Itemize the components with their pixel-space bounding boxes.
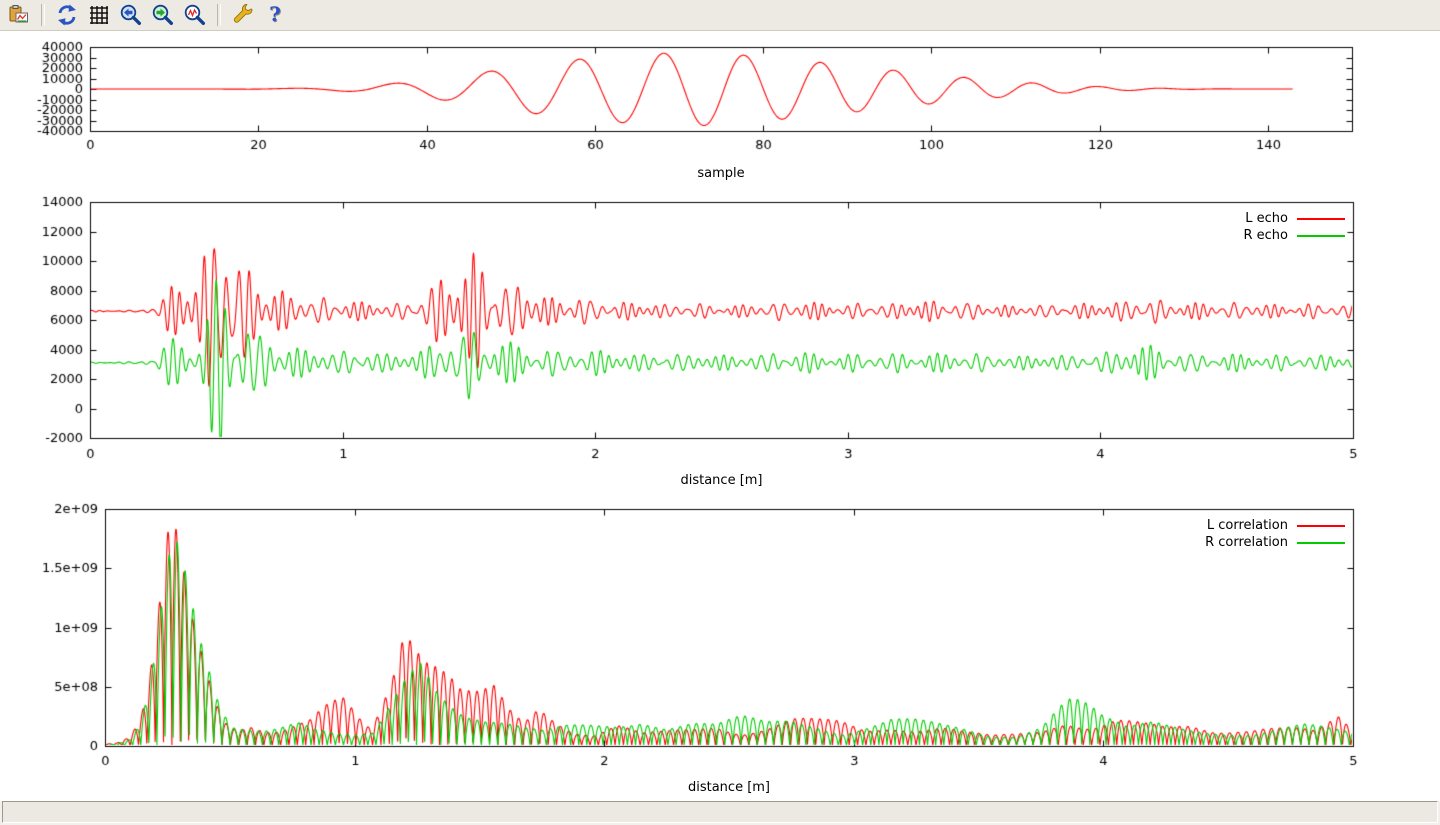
wrench-icon xyxy=(233,4,253,23)
chirp-plot-canvas[interactable] xyxy=(0,32,1440,185)
question-mark-icon: ? ? xyxy=(269,3,282,27)
zoom-next-button[interactable] xyxy=(150,2,176,28)
x-axis-label-sample: sample xyxy=(697,166,745,181)
copy-to-clipboard-button[interactable] xyxy=(6,2,32,28)
legend-item-r-correlation: R correlation xyxy=(1205,534,1345,551)
legend-echo: L echo R echo xyxy=(1243,210,1345,244)
svg-text:?: ? xyxy=(270,3,282,27)
magnifier-left-arrow-icon xyxy=(120,4,141,25)
autoscale-button[interactable] xyxy=(182,2,208,28)
correlation-plot-canvas[interactable] xyxy=(0,495,1440,800)
configure-button[interactable] xyxy=(230,2,256,28)
legend-label: L correlation xyxy=(1206,518,1288,533)
replot-button[interactable] xyxy=(54,2,80,28)
legend-correlation: L correlation R correlation xyxy=(1205,517,1345,551)
status-bar xyxy=(2,801,1438,823)
x-axis-label-echo-distance: distance [m] xyxy=(680,473,763,488)
help-button[interactable]: ? ? xyxy=(262,2,288,28)
legend-item-r-echo: R echo xyxy=(1243,227,1345,244)
plot-surface: sample distance [m] distance [m] L echo … xyxy=(0,31,1440,801)
grid-icon xyxy=(90,6,108,24)
toolbar-separator xyxy=(41,4,45,26)
legend-label: R echo xyxy=(1243,228,1288,243)
refresh-icon xyxy=(58,4,76,26)
toolbar-separator xyxy=(217,4,221,26)
x-axis-label-correlation-distance: distance [m] xyxy=(687,780,771,795)
legend-key-line xyxy=(1297,524,1345,527)
legend-key-line xyxy=(1297,541,1345,544)
legend-item-l-echo: L echo xyxy=(1243,210,1345,227)
zoom-previous-button[interactable] xyxy=(118,2,144,28)
legend-label: L echo xyxy=(1245,211,1288,226)
legend-item-l-correlation: L correlation xyxy=(1205,517,1345,534)
legend-key-line xyxy=(1297,234,1345,237)
legend-key-line xyxy=(1297,217,1345,220)
echo-plot-canvas[interactable] xyxy=(0,185,1440,495)
svg-text:?: ? xyxy=(269,3,281,26)
magnifier-plot-icon xyxy=(184,4,205,25)
toggle-grid-button[interactable] xyxy=(86,2,112,28)
legend-label: R correlation xyxy=(1205,535,1288,550)
toolbar: ? ? xyxy=(0,0,1440,31)
magnifier-right-arrow-icon xyxy=(152,4,173,25)
clipboard-chart-icon xyxy=(9,5,28,23)
